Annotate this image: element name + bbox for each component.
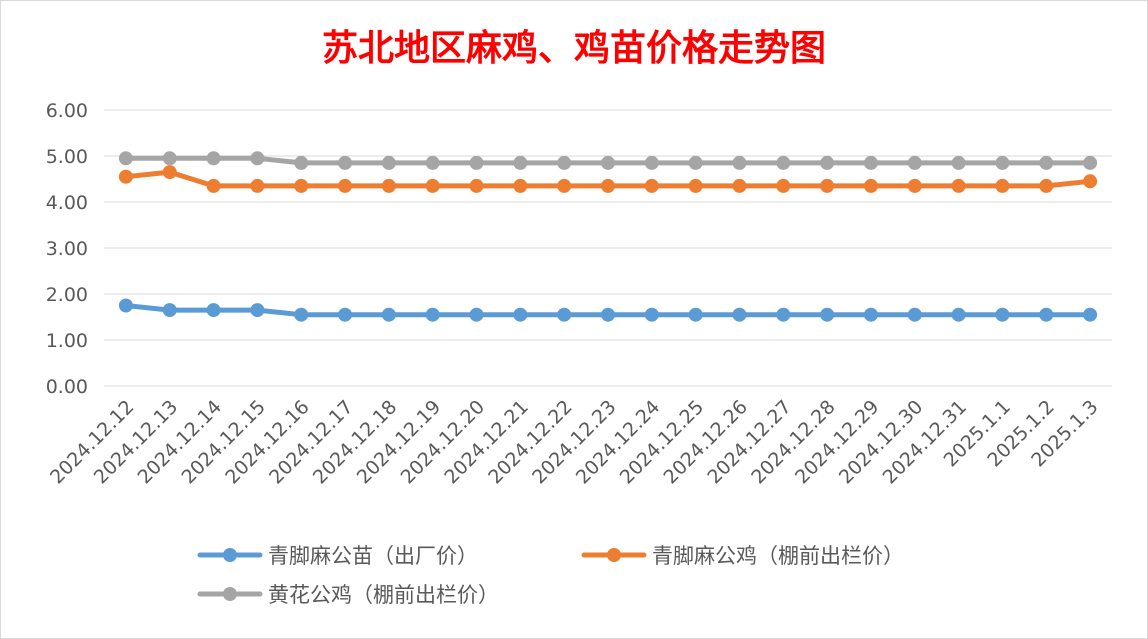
legend: 青脚麻公苗（出厂价） 青脚麻公鸡（棚前出栏价） 黄花公鸡（棚前出栏价） xyxy=(197,544,904,607)
legend-item: 黄花公鸡（棚前出栏价） xyxy=(197,583,499,607)
y-axis-ticks: 0.00 1.00 2.00 3.00 4.00 5.00 6.00 xyxy=(46,100,88,398)
data-point xyxy=(162,151,177,166)
series-2 xyxy=(118,165,1098,193)
data-point xyxy=(644,307,659,322)
data-point xyxy=(118,169,133,184)
chart-title: 苏北地区麻鸡、鸡苗价格走势图 xyxy=(322,27,826,69)
data-point xyxy=(820,155,835,170)
data-point xyxy=(557,155,572,170)
data-point xyxy=(162,165,177,180)
y-tick-label: 6.00 xyxy=(46,100,88,122)
data-point xyxy=(381,155,396,170)
data-point xyxy=(250,303,265,318)
data-point xyxy=(338,307,353,322)
y-tick-label: 0.00 xyxy=(46,376,88,398)
legend-label: 青脚麻公鸡（棚前出栏价） xyxy=(652,544,904,568)
y-tick-label: 5.00 xyxy=(46,146,88,168)
data-point xyxy=(338,155,353,170)
legend-marker xyxy=(607,548,621,562)
legend-label: 黄花公鸡（棚前出栏价） xyxy=(268,583,499,607)
data-point xyxy=(469,155,484,170)
data-point xyxy=(513,178,528,193)
data-point xyxy=(381,307,396,322)
data-point xyxy=(732,307,747,322)
legend-marker xyxy=(223,587,237,601)
data-point xyxy=(995,178,1010,193)
data-point xyxy=(1039,307,1054,322)
data-point xyxy=(206,303,221,318)
data-point xyxy=(863,155,878,170)
data-point xyxy=(513,155,528,170)
data-point xyxy=(776,155,791,170)
data-point xyxy=(688,178,703,193)
data-point xyxy=(118,298,133,313)
data-point xyxy=(907,178,922,193)
data-point xyxy=(601,178,615,193)
legend-label: 青脚麻公苗（出厂价） xyxy=(268,544,478,568)
data-point xyxy=(206,178,221,193)
data-point xyxy=(644,178,659,193)
data-point xyxy=(162,303,177,318)
x-axis-ticks: 2024.12.122024.12.132024.12.142024.12.15… xyxy=(46,396,1103,488)
data-point xyxy=(425,307,440,322)
data-point xyxy=(381,178,396,193)
data-point xyxy=(951,307,966,322)
y-tick-label: 4.00 xyxy=(46,192,88,214)
data-point xyxy=(688,155,703,170)
data-point xyxy=(601,307,615,322)
y-tick-label: 3.00 xyxy=(46,238,88,260)
data-point xyxy=(425,178,440,193)
data-point xyxy=(688,307,703,322)
data-point xyxy=(907,307,922,322)
data-point xyxy=(1083,307,1098,322)
legend-item: 青脚麻公鸡（棚前出栏价） xyxy=(581,544,904,568)
data-point xyxy=(776,178,791,193)
data-point xyxy=(294,155,309,170)
data-point xyxy=(820,307,835,322)
data-point xyxy=(513,307,528,322)
legend-marker xyxy=(223,548,237,562)
data-point xyxy=(1083,174,1098,189)
data-point xyxy=(469,307,484,322)
data-point xyxy=(557,178,572,193)
data-point xyxy=(907,155,922,170)
series-1 xyxy=(118,298,1098,322)
data-point xyxy=(1083,155,1098,170)
series-group xyxy=(118,151,1098,322)
data-point xyxy=(776,307,791,322)
data-point xyxy=(951,155,966,170)
legend-item: 青脚麻公苗（出厂价） xyxy=(197,544,478,568)
data-point xyxy=(294,307,309,322)
data-point xyxy=(644,155,659,170)
data-point xyxy=(338,178,353,193)
data-point xyxy=(206,151,221,166)
data-point xyxy=(1039,178,1054,193)
data-point xyxy=(601,155,615,170)
data-point xyxy=(951,178,966,193)
data-point xyxy=(557,307,572,322)
data-point xyxy=(250,178,265,193)
data-point xyxy=(118,151,133,166)
data-point xyxy=(1039,155,1054,170)
data-point xyxy=(732,178,747,193)
data-point xyxy=(294,178,309,193)
y-tick-label: 2.00 xyxy=(46,284,88,306)
y-tick-label: 1.00 xyxy=(46,330,88,352)
data-point xyxy=(425,155,440,170)
data-point xyxy=(995,155,1010,170)
data-point xyxy=(863,178,878,193)
data-point xyxy=(995,307,1010,322)
data-point xyxy=(863,307,878,322)
gridlines xyxy=(104,109,1112,387)
series-3 xyxy=(118,151,1098,170)
data-point xyxy=(820,178,835,193)
data-point xyxy=(469,178,484,193)
data-point xyxy=(732,155,747,170)
data-point xyxy=(250,151,265,166)
